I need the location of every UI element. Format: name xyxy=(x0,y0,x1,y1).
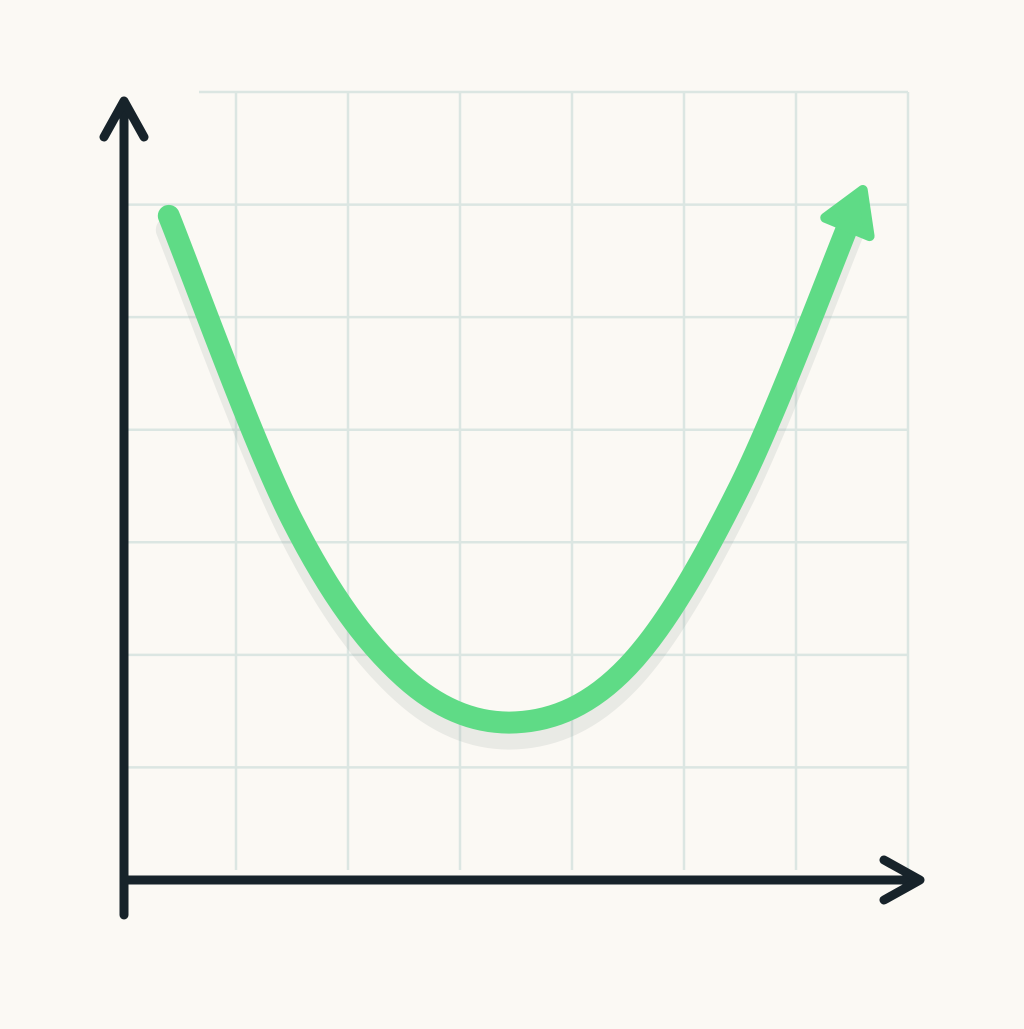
y-axis-arrow-icon xyxy=(99,96,149,142)
axes xyxy=(99,96,925,920)
series-layer xyxy=(155,184,875,750)
series-line xyxy=(157,204,863,734)
x-axis-arrow-icon xyxy=(879,855,925,905)
grid xyxy=(124,90,910,870)
series-arrowhead-icon xyxy=(820,184,875,242)
